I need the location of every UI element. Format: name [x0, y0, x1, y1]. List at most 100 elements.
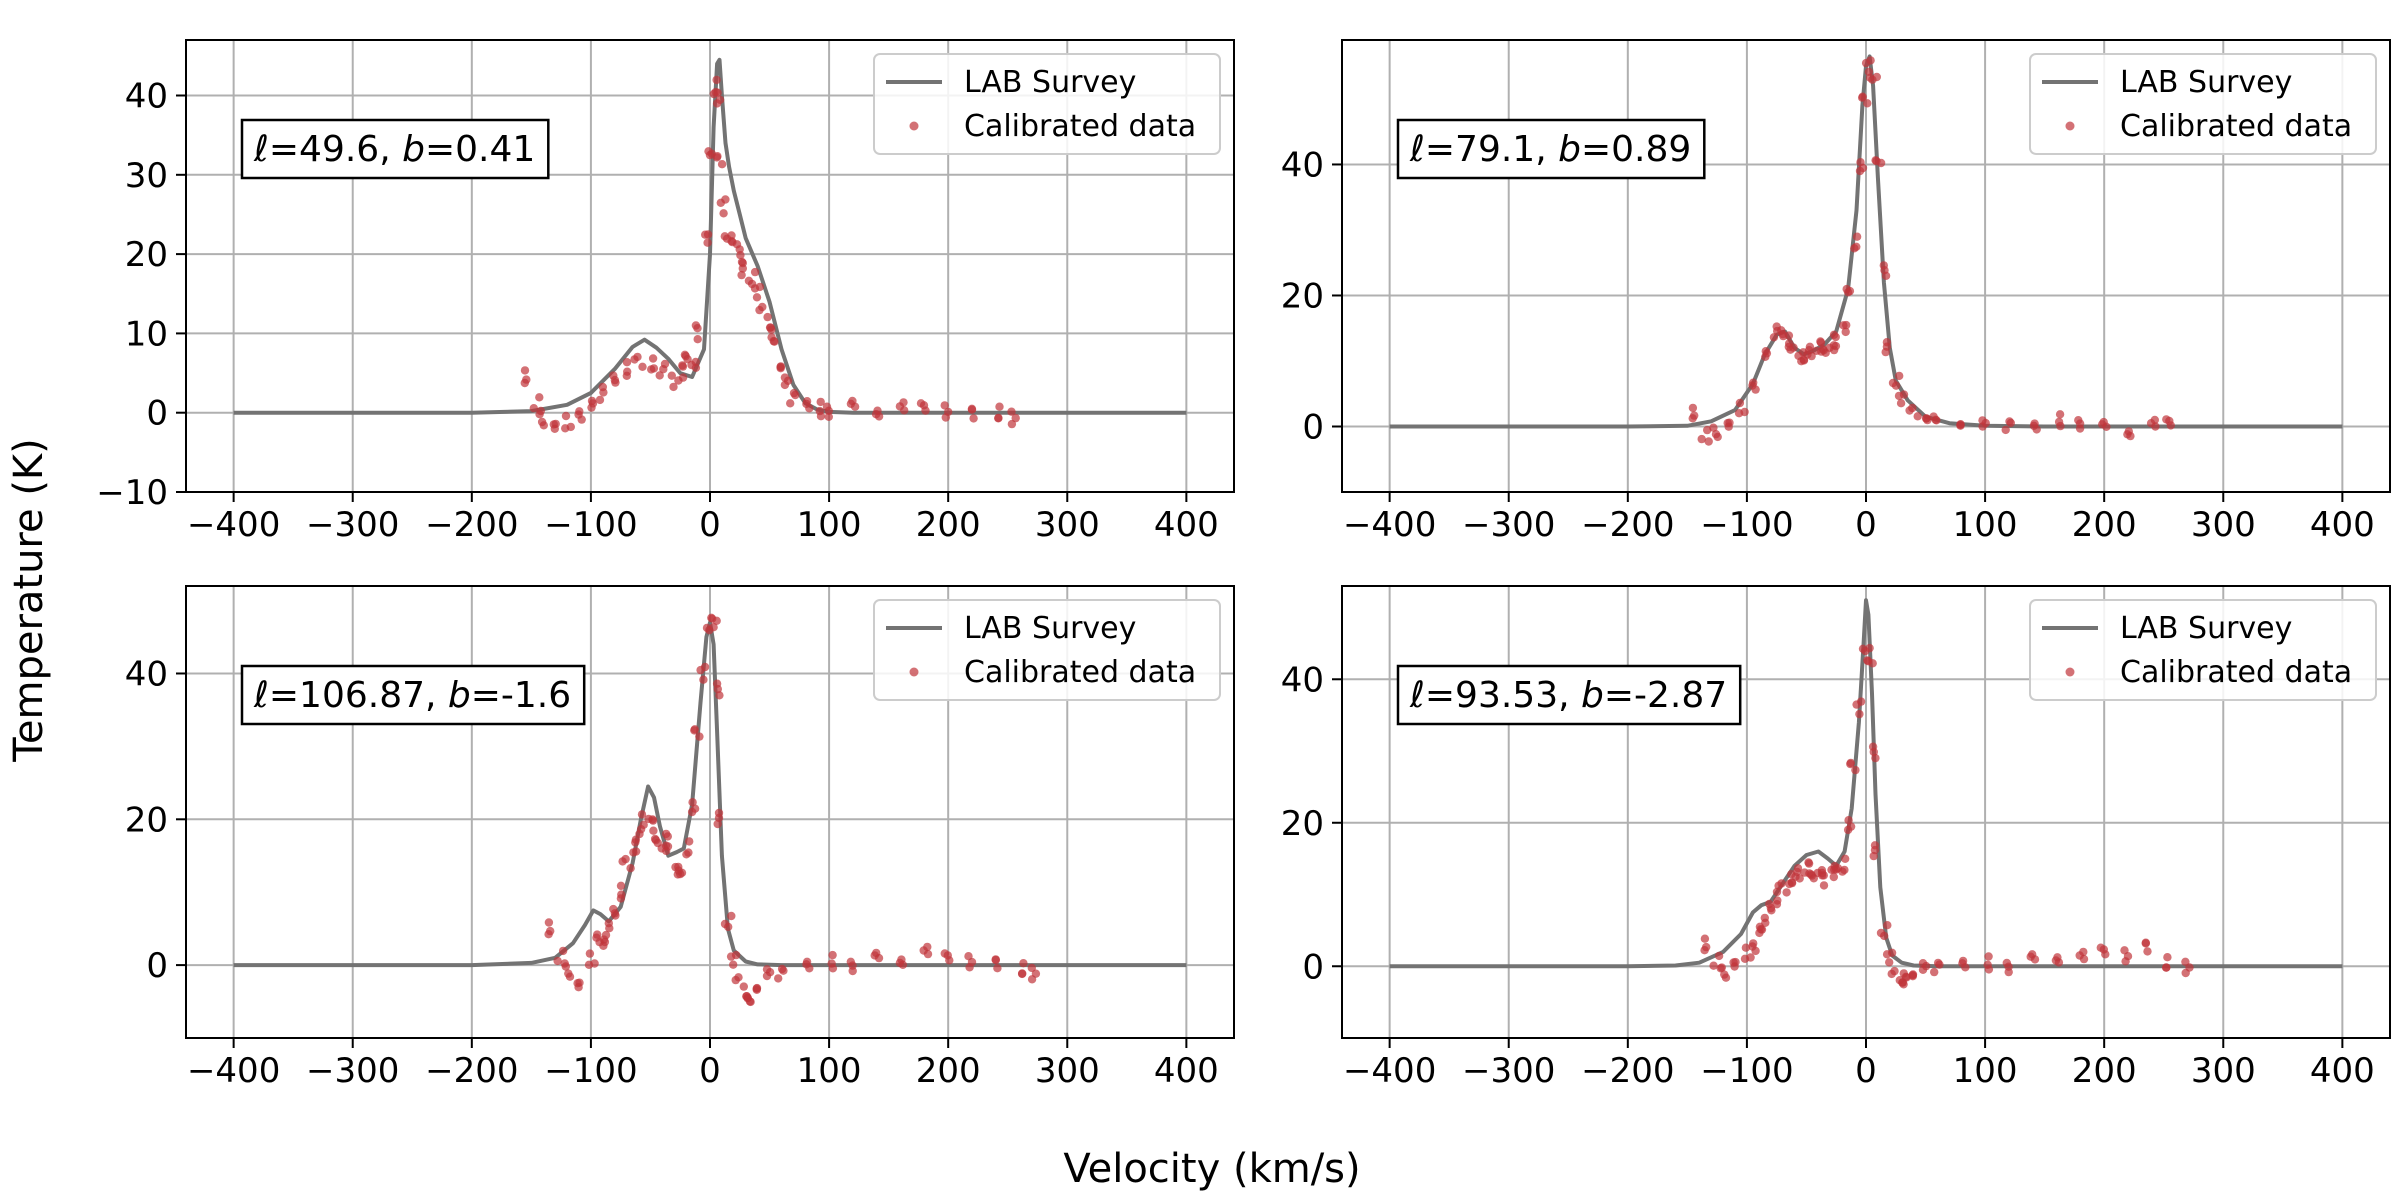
- data-point: [558, 946, 568, 956]
- axes-frame: [185, 39, 1235, 493]
- data-point: [1891, 381, 1901, 390]
- data-point: [595, 395, 605, 405]
- data-point: [535, 410, 544, 419]
- data-point: [1741, 943, 1751, 952]
- data-point: [573, 979, 582, 988]
- data-point: [993, 964, 1002, 973]
- data-point: [549, 420, 558, 429]
- data-point: [703, 230, 713, 239]
- data-point: [639, 820, 648, 829]
- data-point: [895, 958, 905, 968]
- data-point: [1868, 659, 1877, 668]
- data-point: [1843, 825, 1853, 835]
- data-point: [1868, 75, 1877, 84]
- data-point: [827, 959, 836, 968]
- svg-text:ℓ=49.6, b=0.41: ℓ=49.6, b=0.41: [253, 129, 535, 170]
- y-tick-label: 40: [125, 77, 168, 117]
- data-point: [1851, 765, 1860, 775]
- data-point: [2055, 410, 2065, 419]
- y-tick-label: 20: [125, 800, 168, 840]
- data-point: [786, 399, 795, 408]
- data-point: [669, 382, 678, 392]
- data-point: [743, 993, 752, 1002]
- data-point: [1863, 99, 1872, 108]
- data-point: [1895, 371, 1904, 381]
- data-point: [1885, 958, 1894, 967]
- data-point: [553, 956, 562, 966]
- x-tick-label: −400: [1343, 1051, 1436, 1091]
- data-point: [1784, 331, 1794, 340]
- data-point: [633, 352, 642, 362]
- legend: LAB Survey Calibrated data: [873, 53, 1221, 155]
- data-point: [2006, 418, 2016, 428]
- data-point: [660, 359, 670, 369]
- data-point: [648, 354, 658, 363]
- data-point: [1984, 952, 1993, 961]
- data-point: [1019, 959, 1028, 968]
- data-point: [1838, 867, 1847, 876]
- x-tick-label: −300: [306, 1051, 399, 1091]
- data-point: [522, 375, 531, 384]
- data-point: [717, 160, 727, 169]
- data-point: [561, 962, 570, 971]
- subplot-4: −400 −300 −200 −100 0 100 200 300 400 0 20 40 ℓ=93.5…: [1281, 585, 2391, 1091]
- data-point: [737, 270, 746, 280]
- y-tick-label: 40: [1281, 145, 1324, 185]
- data-point: [1896, 399, 1906, 408]
- data-point: [648, 815, 657, 824]
- data-point: [1908, 971, 1917, 980]
- data-point: [1829, 330, 1839, 339]
- data-point: [676, 869, 685, 879]
- data-point: [752, 293, 762, 302]
- data-point: [688, 798, 697, 807]
- data-point: [1011, 413, 1020, 423]
- x-tick-label: 0: [1855, 505, 1877, 545]
- data-point: [713, 152, 722, 161]
- subplot-1: −400 −300 −200 −100 0 100 200 300 400−1001020304…: [96, 39, 1235, 545]
- data-point: [1930, 967, 1939, 977]
- data-point: [1861, 58, 1871, 68]
- coordinate-annotation: ℓ=49.6, b=0.41: [240, 118, 550, 180]
- data-point: [2004, 962, 2013, 971]
- legend-entry-label: Calibrated data: [964, 109, 1196, 144]
- data-point: [991, 955, 1000, 964]
- data-point: [2028, 950, 2037, 959]
- data-point: [750, 267, 760, 277]
- data-point: [1831, 341, 1841, 351]
- data-point: [1746, 953, 1755, 962]
- x-tick-label: 100: [797, 505, 862, 545]
- x-tick-label: −200: [425, 1051, 518, 1091]
- coordinate-annotation: ℓ=93.53, b=-2.87: [1396, 664, 1742, 726]
- x-tick-label: 200: [2072, 505, 2137, 545]
- legend-entry-label: Calibrated data: [2120, 109, 2352, 144]
- data-point: [1709, 423, 1718, 432]
- data-point: [682, 850, 691, 859]
- data-point: [871, 410, 881, 419]
- data-point: [755, 305, 764, 315]
- data-point: [601, 930, 611, 940]
- x-tick-label: 300: [2191, 1051, 2256, 1091]
- data-point: [1861, 646, 1870, 656]
- subplot-grid: −400 −300 −200 −100 0 100 200 300 400−1001020304…: [96, 39, 2391, 1091]
- legend: LAB Survey Calibrated data: [2029, 599, 2377, 701]
- plot-area: [233, 613, 1187, 1007]
- data-point: [649, 364, 659, 373]
- data-point: [1922, 414, 1931, 423]
- x-tick-label: −300: [1462, 505, 1555, 545]
- data-point: [895, 402, 905, 411]
- data-point: [762, 965, 772, 974]
- data-point: [649, 826, 658, 835]
- data-point: [705, 150, 715, 160]
- data-point: [622, 358, 632, 367]
- data-point: [585, 949, 595, 958]
- data-point: [599, 941, 608, 950]
- x-tick-label: −300: [306, 505, 399, 545]
- data-point: [848, 396, 857, 406]
- data-point: [2141, 938, 2150, 947]
- data-point: [537, 417, 547, 427]
- subplot-3: −400 −300 −200 −100 0 100 200 300 400 0 20 40 ℓ=106.…: [125, 585, 1235, 1091]
- data-point: [780, 373, 790, 382]
- data-point: [1905, 406, 1914, 415]
- data-point: [967, 404, 977, 413]
